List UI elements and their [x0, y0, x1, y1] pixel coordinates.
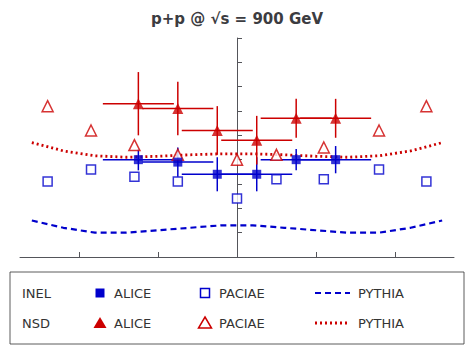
svg-text:p+p @ √s = 900 GeV: p+p @ √s = 900 GeV: [151, 10, 323, 28]
svg-text:INEL: INEL: [22, 286, 52, 301]
svg-text:PYTHIA: PYTHIA: [358, 286, 404, 301]
svg-text:PACIAE: PACIAE: [219, 286, 265, 301]
svg-text:PACIAE: PACIAE: [219, 316, 265, 331]
svg-text:NSD: NSD: [22, 316, 50, 331]
svg-text:ALICE: ALICE: [114, 316, 151, 331]
svg-text:ALICE: ALICE: [114, 286, 151, 301]
svg-text:PYTHIA: PYTHIA: [358, 316, 404, 331]
